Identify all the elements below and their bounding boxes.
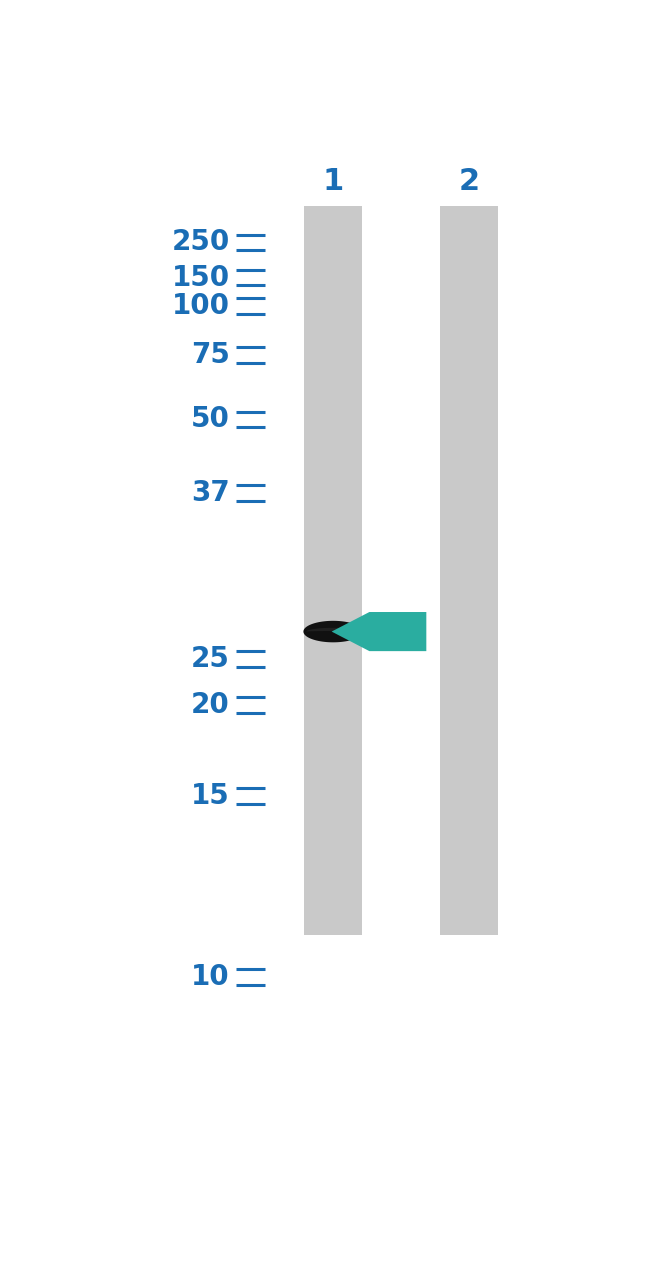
Text: 100: 100 [172, 292, 230, 320]
Text: 1: 1 [322, 168, 344, 197]
Bar [440, 206, 498, 935]
Polygon shape [306, 627, 360, 631]
Polygon shape [304, 621, 363, 643]
Text: 20: 20 [191, 691, 230, 719]
Text: 150: 150 [172, 264, 230, 292]
Bar [304, 206, 362, 935]
Text: 37: 37 [191, 479, 230, 507]
Text: 75: 75 [191, 340, 230, 368]
Text: 2: 2 [459, 168, 480, 197]
Text: 10: 10 [191, 963, 230, 991]
FancyArrow shape [332, 612, 426, 652]
Text: 25: 25 [191, 645, 230, 673]
Text: 50: 50 [191, 405, 230, 433]
Text: 250: 250 [172, 229, 230, 257]
Text: 15: 15 [191, 782, 230, 810]
